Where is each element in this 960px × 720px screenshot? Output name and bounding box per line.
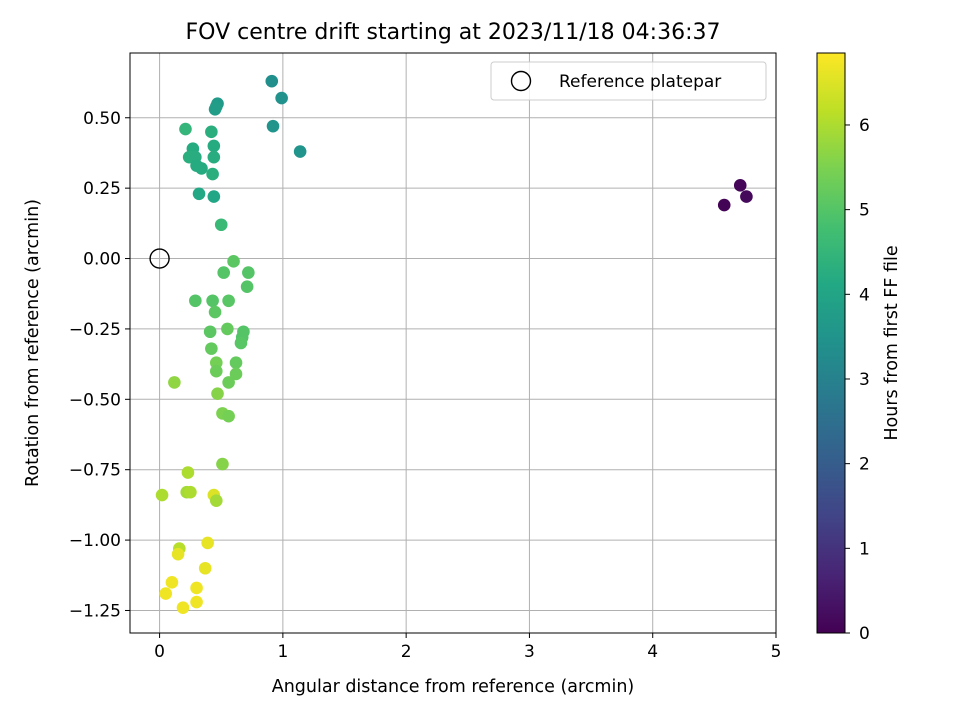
data-point [189, 294, 202, 308]
data-point [211, 387, 224, 400]
data-point [207, 150, 221, 164]
data-point [265, 74, 279, 88]
data-point [155, 488, 169, 502]
reference-marker [149, 248, 170, 269]
colorbar-ticks: 0 1 2 3 4 5 6 [845, 116, 870, 644]
x-tick-label: 3 [524, 642, 535, 662]
colorbar-tick-label: 6 [859, 116, 870, 136]
data-point [190, 595, 203, 609]
data-point [159, 587, 173, 600]
data-point [733, 179, 747, 192]
data-points [155, 74, 753, 614]
legend: Reference platepar [490, 61, 767, 101]
y-tick-label: −0.25 [69, 320, 121, 340]
plot-area: 0 1 2 3 4 5 0.50 0.25 0.00 −0.25 −0.50 −0.75 −1.00 −… [69, 52, 781, 662]
data-point [205, 342, 218, 355]
x-tick-label: 5 [771, 642, 782, 662]
data-point [242, 266, 255, 279]
y-tick-label: −1.25 [69, 601, 121, 621]
plot-frame [129, 52, 777, 634]
data-point [293, 145, 307, 158]
data-point [717, 198, 731, 212]
legend-box [490, 61, 767, 101]
y-tick-label: 0.00 [83, 250, 121, 270]
data-point [179, 122, 192, 136]
colorbar-tick-label: 3 [859, 370, 870, 390]
data-point [205, 125, 218, 139]
data-point [176, 601, 190, 614]
data-point [165, 576, 179, 589]
colorbar-tick-label: 2 [859, 455, 870, 475]
data-point [217, 266, 230, 279]
data-point [234, 336, 248, 350]
data-point [221, 322, 234, 336]
y-tick-label: 0.25 [83, 179, 121, 199]
data-point [208, 305, 222, 319]
colorbar-tick-label: 1 [859, 539, 870, 559]
data-point [740, 190, 753, 203]
plot-background [130, 53, 776, 633]
data-point [222, 376, 235, 389]
data-point [201, 536, 214, 550]
colorbar-tick-label: 5 [859, 201, 870, 221]
x-tick-label: 2 [401, 642, 412, 662]
x-tick-label: 4 [647, 642, 658, 662]
data-point [190, 581, 203, 595]
data-point [266, 119, 280, 133]
data-point [171, 547, 185, 561]
x-tick-label: 1 [277, 642, 288, 662]
data-point [168, 376, 181, 389]
colorbar: 0 1 2 3 4 5 6 Hours from first FF file [816, 52, 902, 644]
data-point [207, 139, 221, 153]
data-point [184, 485, 197, 499]
data-point [195, 162, 208, 175]
data-point [240, 280, 254, 293]
data-point [198, 561, 212, 575]
legend-entry-reference: Reference platepar [559, 72, 721, 92]
data-point [229, 367, 243, 381]
colorbar-tick-label: 0 [859, 624, 870, 644]
reference-point [149, 248, 170, 269]
data-point [206, 167, 219, 181]
data-point [214, 218, 228, 232]
x-axis-label: Angular distance from reference (arcmin) [272, 677, 635, 697]
data-point [227, 255, 240, 268]
data-point [222, 294, 235, 308]
colorbar-label: Hours from first FF file [882, 245, 902, 440]
data-point [229, 356, 243, 370]
data-point [192, 187, 206, 201]
data-point [275, 91, 288, 105]
legend-reference-marker [510, 70, 532, 92]
y-tick-label: −0.50 [69, 390, 121, 410]
data-point [206, 294, 219, 308]
x-axis: 0 1 2 3 4 5 [154, 633, 781, 662]
colorbar-gradient [816, 52, 846, 634]
y-tick-label: −0.75 [69, 461, 121, 481]
data-point [203, 325, 217, 339]
y-tick-label: 0.50 [83, 109, 121, 129]
data-point [208, 103, 222, 116]
data-point [209, 494, 223, 507]
y-axis-label: Rotation from reference (arcmin) [23, 199, 43, 487]
y-axis: 0.50 0.25 0.00 −0.25 −0.50 −0.75 −1.00 −1.25 [69, 109, 130, 621]
data-point [207, 190, 221, 203]
data-point [209, 364, 223, 378]
y-tick-label: −1.00 [69, 531, 121, 551]
x-tick-label: 0 [154, 642, 165, 662]
data-point [216, 457, 229, 471]
data-point [181, 466, 195, 479]
data-point [222, 409, 235, 423]
colorbar-tick-label: 4 [859, 285, 870, 305]
chart-title: FOV centre drift starting at 2023/11/18 … [186, 20, 721, 45]
